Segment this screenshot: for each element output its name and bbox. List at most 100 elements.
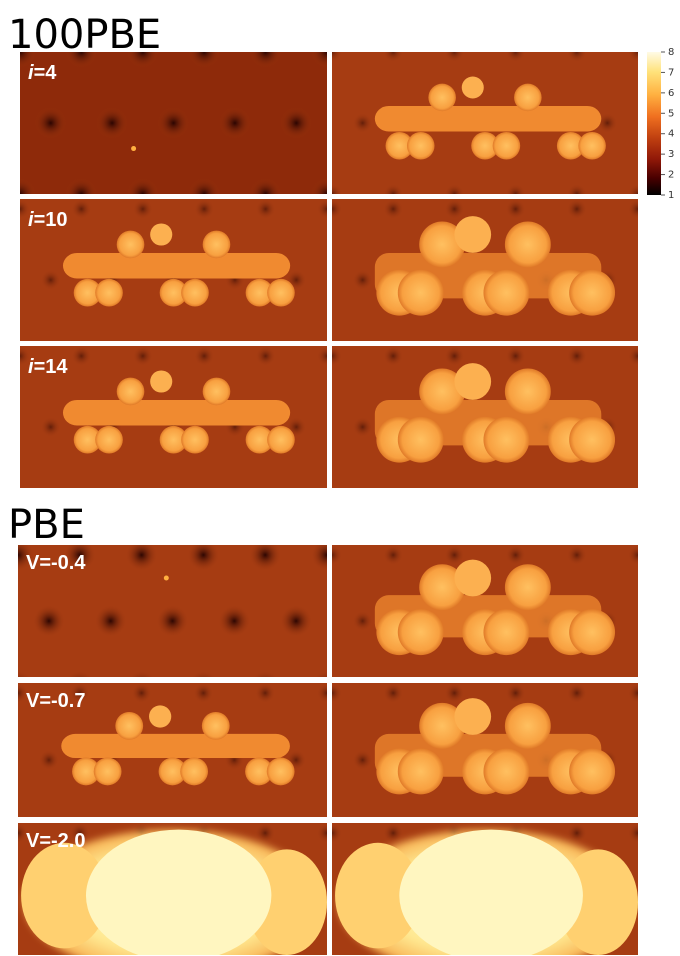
lobe — [181, 279, 209, 307]
lattice-spot — [506, 683, 526, 703]
lobe — [398, 748, 444, 794]
colorbar-tick-label: 1 — [668, 190, 674, 201]
lattice-spot — [444, 545, 464, 565]
lattice-spot — [383, 823, 403, 843]
lattice-spot — [659, 417, 679, 437]
feature — [164, 576, 169, 581]
lobe — [117, 231, 145, 259]
label-text: =10 — [34, 209, 68, 231]
lobe — [149, 705, 171, 727]
panel-label: V=-2.0 — [26, 830, 85, 852]
lobe — [95, 279, 123, 307]
lattice-spot — [41, 417, 61, 437]
feature — [131, 146, 136, 151]
lattice-spot — [218, 605, 250, 637]
lattice-spot — [444, 199, 464, 219]
lobe — [150, 370, 172, 392]
lattice-spot — [256, 488, 276, 508]
panel-label: i=14 — [28, 356, 68, 378]
lattice-spot — [567, 683, 587, 703]
lattice-spot — [41, 270, 61, 290]
label-text: V=-0.7 — [26, 690, 85, 712]
lattice-spot — [280, 107, 312, 139]
lattice-spot — [628, 545, 648, 565]
lobe — [398, 609, 444, 655]
backbone — [375, 106, 601, 132]
lattice-spot — [95, 605, 127, 637]
lobe — [483, 609, 529, 655]
lobe — [428, 84, 456, 112]
lattice-spot — [71, 199, 91, 219]
lattice-spot — [8, 823, 28, 843]
section-title: 100PBE — [8, 12, 161, 58]
lobe — [505, 221, 551, 267]
lattice-spot — [8, 683, 28, 703]
label-text: V=-2.0 — [26, 830, 85, 852]
image-panel: V=-2.0 — [8, 823, 368, 956]
lattice-spot — [132, 683, 152, 703]
lattice-spot — [567, 488, 587, 508]
panel-content — [322, 199, 679, 361]
lattice-spot — [39, 750, 59, 770]
panel-content — [322, 683, 679, 837]
lobe — [462, 76, 484, 98]
colorbar-tick-label: 5 — [668, 108, 674, 119]
lattice-spot — [133, 488, 153, 508]
lobe — [493, 132, 521, 160]
cloud — [399, 830, 583, 956]
colorbar-tick-label: 7 — [668, 67, 674, 78]
image-panel — [322, 346, 679, 508]
section-title: PBE — [8, 502, 85, 548]
panel-label: i=10 — [28, 209, 68, 231]
lattice-spot — [193, 683, 213, 703]
panel-label: i=4 — [28, 62, 57, 84]
lobe — [505, 703, 551, 749]
panel-label: V=-0.4 — [26, 552, 86, 574]
lattice-spot — [659, 889, 679, 909]
image-panel: i=10 — [10, 199, 368, 361]
image-panel: i=4 — [4, 36, 374, 210]
lobe — [181, 426, 209, 454]
lattice-spot — [353, 611, 373, 631]
lattice-spot — [506, 42, 526, 62]
lattice-spot — [659, 270, 679, 290]
lobe — [398, 417, 444, 463]
lobe — [454, 216, 491, 253]
cloud — [86, 830, 271, 956]
lobe — [267, 758, 295, 786]
image-panel: i=14 — [10, 346, 368, 508]
lattice-spot — [383, 545, 403, 565]
lattice-spot — [219, 107, 251, 139]
lobe — [505, 564, 551, 610]
panel-label: V=-0.7 — [26, 690, 85, 712]
image-panel — [322, 199, 679, 361]
lattice-spot — [71, 346, 91, 366]
lattice-spot — [567, 42, 587, 62]
lattice-spot — [255, 823, 275, 843]
lattice-spot — [567, 346, 587, 366]
colorbar — [647, 52, 661, 195]
lobe — [569, 609, 615, 655]
lobe — [398, 270, 444, 316]
label-text: =14 — [34, 356, 69, 378]
lobe — [94, 758, 122, 786]
lattice-spot — [10, 346, 30, 366]
lattice-spot — [256, 199, 276, 219]
panel-content — [322, 823, 679, 956]
lobe — [483, 417, 529, 463]
lattice-spot — [317, 488, 337, 508]
lattice-spot — [126, 539, 158, 571]
lobe — [569, 270, 615, 316]
label-text: =4 — [34, 62, 58, 84]
page: 100PBE PBE i=4 i=10 i=14 V=-0.4 V=-0.7 V=-2.0… — [0, 0, 680, 956]
image-panel — [322, 545, 679, 697]
lattice-spot — [194, 199, 214, 219]
lattice-spot — [187, 539, 219, 571]
lobe — [150, 223, 172, 245]
lattice-spot — [567, 545, 587, 565]
colorbar-tick-label: 6 — [668, 88, 674, 99]
lattice-spot — [96, 107, 128, 139]
lattice-spot — [188, 36, 220, 68]
figure: 100PBE PBE i=4 i=10 i=14 V=-0.4 V=-0.7 V=-2.0… — [0, 0, 680, 956]
lattice-spot — [35, 107, 67, 139]
